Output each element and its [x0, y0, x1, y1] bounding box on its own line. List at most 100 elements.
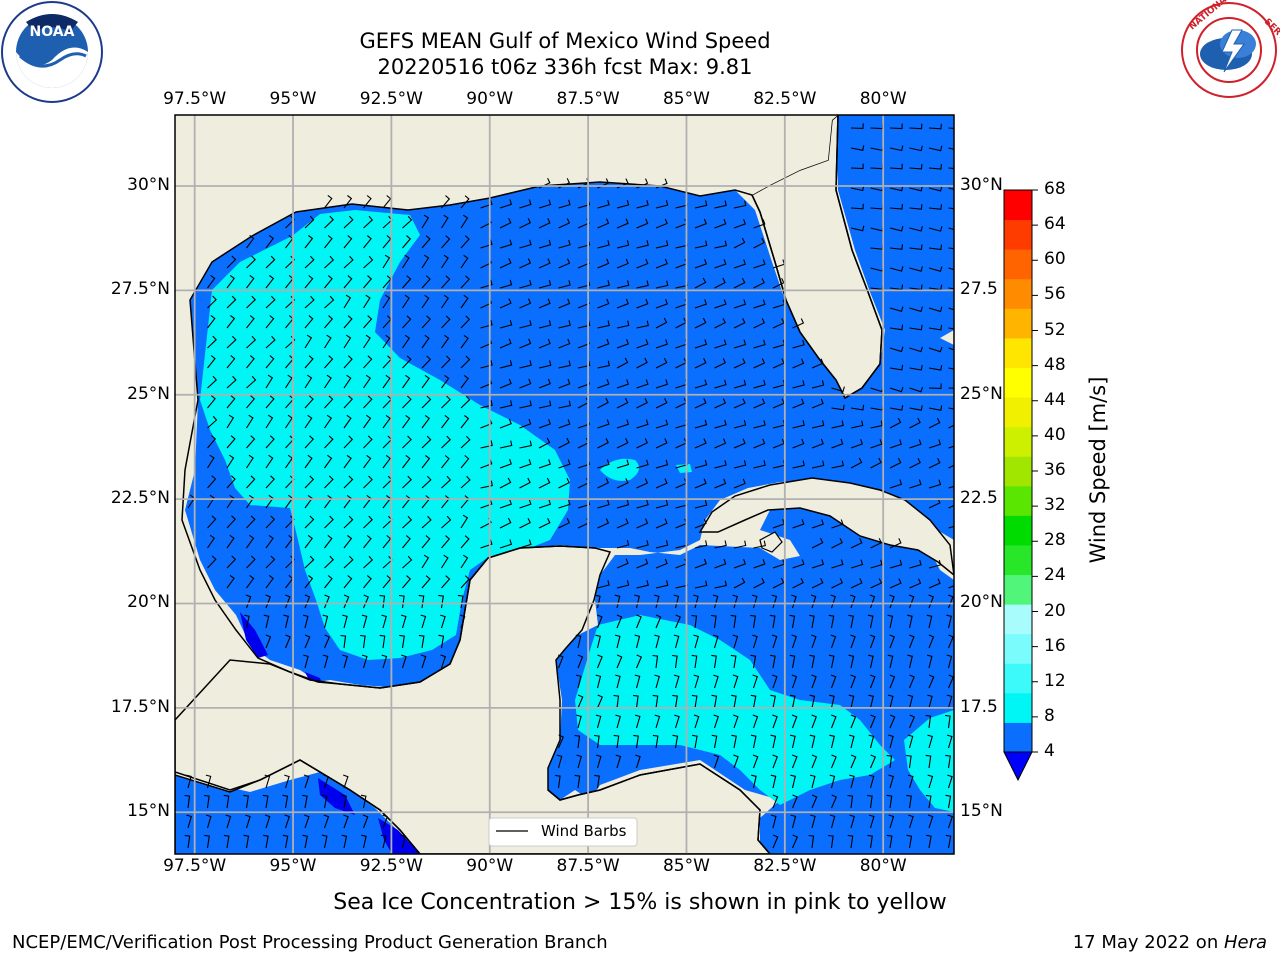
wind-barb	[558, 419, 571, 429]
wind-barb	[909, 386, 924, 393]
wind-barb	[343, 414, 352, 429]
colorbar-tick-label: 32	[1044, 495, 1066, 516]
wind-barb	[830, 634, 837, 649]
wind-barb	[538, 258, 551, 269]
wind-barb	[811, 754, 818, 769]
wind-barb	[655, 540, 669, 549]
wind-barb	[868, 694, 874, 709]
lat-label-left: 17.5°N	[110, 696, 170, 717]
wind-barb	[750, 654, 757, 669]
wind-barb	[693, 714, 700, 729]
wind-barb	[733, 299, 747, 309]
wind-barb	[343, 555, 354, 569]
wind-barb	[402, 395, 412, 409]
wind-barb	[870, 457, 882, 469]
wind-barb	[284, 634, 291, 649]
wind-barb	[694, 339, 708, 349]
footer-date-wrap: 17 May 2022 on Hera	[1073, 932, 1267, 953]
lat-label-right: 27.5	[960, 279, 998, 300]
lon-label-top: 82.5°W	[753, 89, 817, 109]
wind-barb	[246, 515, 256, 529]
wind-barb	[694, 357, 707, 369]
wind-barb	[616, 459, 630, 469]
wind-barb	[655, 397, 668, 409]
wind-barb	[887, 614, 894, 629]
wind-barb	[441, 254, 449, 269]
wind-barb	[694, 379, 708, 389]
wind-barb	[733, 540, 747, 549]
wind-barb	[246, 475, 256, 489]
wind-barb	[499, 378, 512, 389]
wind-barb	[616, 654, 623, 669]
wind-barb	[361, 834, 367, 849]
wind-barb	[616, 280, 630, 289]
wind-barb	[555, 774, 561, 789]
wind-barb	[499, 217, 512, 229]
wind-barb	[889, 405, 904, 411]
wind-barb	[889, 714, 896, 729]
wind-barb	[460, 254, 469, 269]
colorbar-band	[1004, 722, 1032, 753]
wind-barb	[363, 575, 372, 589]
wind-barb	[694, 540, 708, 549]
wind-barb	[207, 415, 218, 429]
wind-barb	[636, 258, 649, 269]
wind-barb	[381, 654, 388, 669]
colorbar-band	[1004, 515, 1032, 546]
wind-barb	[753, 379, 766, 389]
wind-barb	[906, 794, 912, 809]
wind-barb	[888, 814, 895, 829]
wind-barb	[597, 580, 610, 589]
wind-barb	[421, 395, 432, 409]
wind-barb	[519, 400, 532, 409]
wind-barb	[360, 794, 367, 809]
wind-barb	[672, 734, 679, 749]
wind-barb	[304, 515, 315, 529]
wind-barb	[772, 714, 778, 729]
wind-barb	[616, 539, 630, 549]
wind-barb	[909, 364, 923, 371]
wind-barb	[441, 235, 451, 249]
wind-barb	[363, 414, 372, 429]
wind-barb	[711, 614, 717, 629]
wind-barb	[207, 295, 217, 309]
wind-barb	[691, 694, 698, 709]
wind-barb	[927, 694, 933, 709]
wind-barb	[655, 558, 668, 569]
gulf-water-8-12-blob	[600, 458, 639, 481]
wind-barb	[265, 494, 274, 509]
wind-barb	[616, 298, 629, 309]
wind-barb	[421, 475, 432, 489]
colorbar-band	[1004, 367, 1032, 398]
wind-barb	[948, 307, 954, 311]
colorbar-tick-label: 16	[1044, 635, 1066, 656]
wind-barb	[343, 475, 354, 489]
wind-barb	[363, 555, 374, 569]
wind-barb	[420, 654, 427, 669]
wind-barb	[889, 185, 904, 192]
wind-barb	[753, 358, 766, 369]
wind-barb	[831, 519, 844, 529]
wind-barb	[460, 475, 471, 489]
wind-barb	[538, 338, 551, 349]
wind-barb	[538, 360, 552, 369]
wind-barb	[616, 397, 629, 409]
footer-branch: NCEP/EMC/Verification Post Processing Pr…	[12, 932, 608, 953]
wind-barb	[207, 395, 216, 409]
wind-barb	[889, 204, 903, 210]
wind-barb	[302, 794, 308, 809]
lon-label-top: 85°W	[662, 89, 710, 109]
wind-barb	[421, 214, 430, 229]
wind-barb	[889, 439, 902, 449]
wind-barb	[265, 634, 272, 649]
wind-barb	[927, 774, 934, 789]
wind-barb	[421, 235, 431, 249]
wind-barb	[226, 435, 236, 449]
wind-barb	[889, 634, 896, 649]
wind-barb	[362, 814, 369, 829]
wind-barb	[887, 654, 894, 669]
wind-barb	[753, 339, 766, 349]
wind-barb	[460, 235, 470, 249]
wind-barb	[304, 575, 314, 589]
wind-barb	[753, 559, 766, 569]
